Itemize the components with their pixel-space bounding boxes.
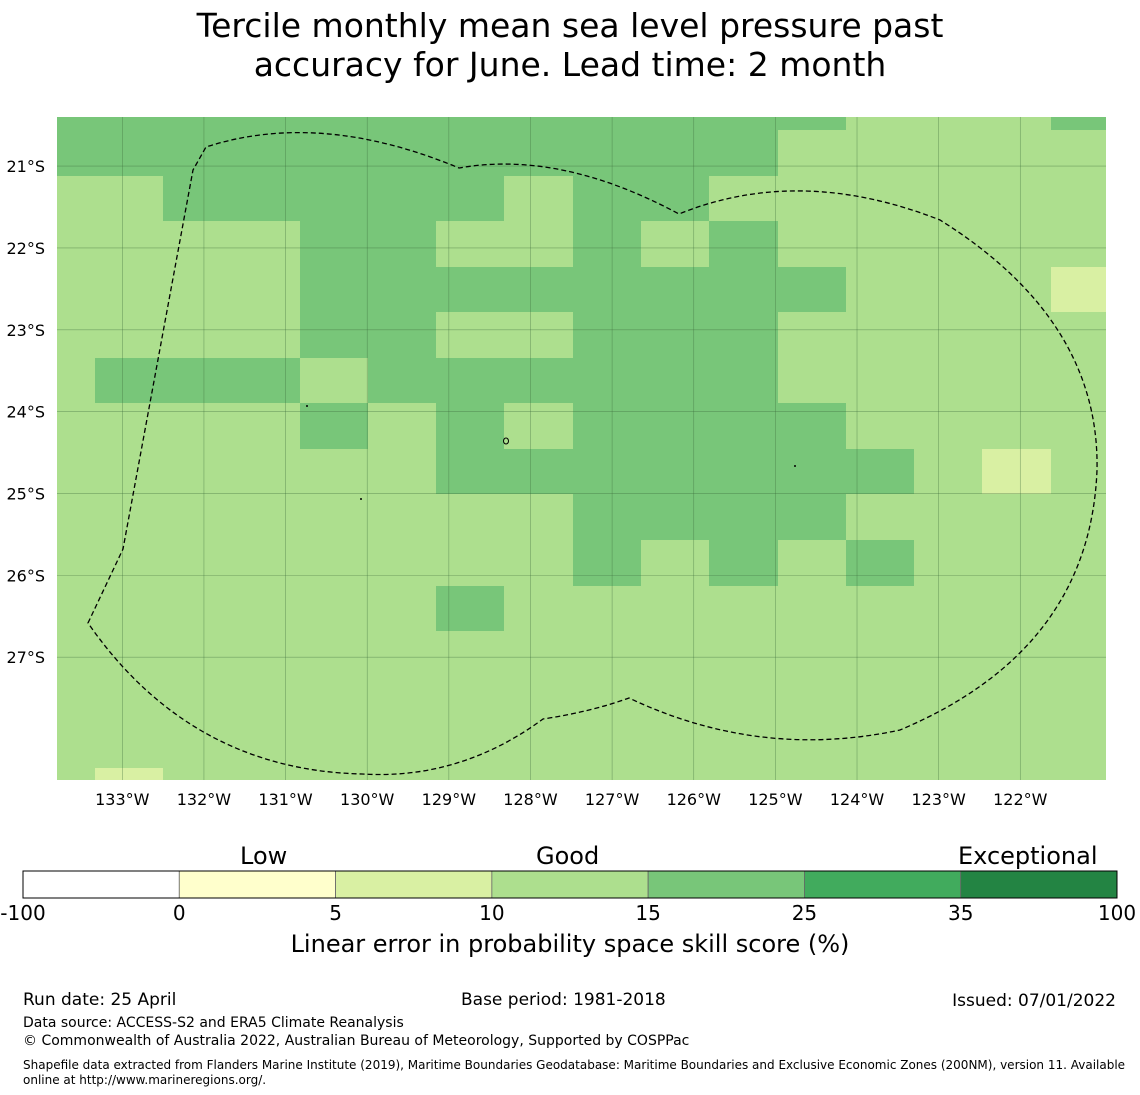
longitude-label: 131°W xyxy=(258,790,313,809)
colorbar-tick-label: 0 xyxy=(173,901,186,925)
skill-cell xyxy=(778,117,846,130)
colorbar-segment xyxy=(22,870,180,899)
issued-date: Issued: 07/01/2022 xyxy=(952,991,1116,1011)
skill-cell xyxy=(709,540,778,586)
skill-cell xyxy=(573,312,778,358)
latitude-label: 24°S xyxy=(6,403,45,422)
island-mark xyxy=(360,498,362,500)
skill-cell xyxy=(436,586,504,631)
run-date: Run date: 25 April xyxy=(23,990,177,1010)
island-mark xyxy=(503,437,509,445)
longitude-label: 133°W xyxy=(95,790,150,809)
colorbar-segment xyxy=(960,870,1118,899)
skill-cell xyxy=(982,449,1051,494)
longitude-label: 130°W xyxy=(340,790,395,809)
skill-cell xyxy=(846,540,914,586)
colorbar-tick-label: 100 xyxy=(1098,901,1136,925)
skill-cell xyxy=(436,403,504,449)
skill-cell xyxy=(57,117,778,176)
latitude-label: 25°S xyxy=(6,485,45,504)
colorbar-segment xyxy=(335,870,493,899)
longitude-label: 123°W xyxy=(911,790,966,809)
eez-boundary xyxy=(87,131,1098,776)
colorbar-segment xyxy=(804,870,962,899)
skill-cell xyxy=(436,449,914,494)
skill-cell xyxy=(300,403,368,449)
latitude-label: 26°S xyxy=(6,566,45,585)
longitude-label: 129°W xyxy=(422,790,477,809)
skill-cell xyxy=(573,494,846,540)
colorbar-frame xyxy=(22,870,1118,899)
skill-cell xyxy=(1051,267,1106,312)
colorbar-segment xyxy=(491,870,649,899)
title-line-1: Tercile monthly mean sea level pressure … xyxy=(196,6,944,45)
island-mark xyxy=(794,465,796,467)
islands xyxy=(306,405,796,500)
colorbar: -100 0 5 10 15 25 35 100 xyxy=(0,870,1136,925)
base-period: Base period: 1981-2018 xyxy=(461,990,666,1010)
longitude-label: 127°W xyxy=(585,790,640,809)
latitude-label: 23°S xyxy=(6,321,45,340)
skill-cell xyxy=(300,267,846,312)
longitude-labels: 133°W 132°W 131°W 130°W 129°W 128°W 127°W 126°W… xyxy=(95,790,1048,809)
colorbar-category-low: Low xyxy=(240,842,288,870)
colorbar-tick-label: 35 xyxy=(948,901,973,925)
colorbar-tick-label: 5 xyxy=(329,901,342,925)
map: 21°S22°S23°S24°S25°S26°S27°S 133°W 132°W 1… xyxy=(6,117,1106,809)
longitude-label: 124°W xyxy=(830,790,885,809)
colorbar-tick-label: -100 xyxy=(0,901,45,925)
data-source: Data source: ACCESS-S2 and ERA5 Climate … xyxy=(23,1015,404,1031)
skill-cell xyxy=(1051,117,1106,130)
skill-cell xyxy=(709,221,778,267)
chart-title: Tercile monthly mean sea level pressure … xyxy=(0,6,1140,84)
skill-cell xyxy=(573,540,641,586)
latitude-label: 27°S xyxy=(6,648,45,667)
longitude-label: 126°W xyxy=(667,790,722,809)
colorbar-segment xyxy=(647,870,805,899)
skill-cell xyxy=(573,403,846,449)
colorbar-category-good: Good xyxy=(536,842,600,870)
longitude-label: 128°W xyxy=(503,790,558,809)
skill-cell xyxy=(573,221,641,267)
island-mark xyxy=(306,405,308,407)
skill-cell xyxy=(95,768,163,780)
title-line-2: accuracy for June. Lead time: 2 month xyxy=(253,45,887,84)
latitude-label: 21°S xyxy=(6,157,45,176)
longitude-label: 132°W xyxy=(177,790,232,809)
skill-cell xyxy=(163,176,504,221)
colorbar-tick-label: 25 xyxy=(792,901,817,925)
skill-cell xyxy=(95,358,300,403)
latitude-label: 22°S xyxy=(6,239,45,258)
latitude-labels: 21°S 22°S 23°S 24°S 25°S 26°S 27°S xyxy=(6,157,45,667)
longitude-label: 125°W xyxy=(748,790,803,809)
graticule xyxy=(57,117,1106,780)
copyright: © Commonwealth of Australia 2022, Austra… xyxy=(23,1033,690,1049)
skill-cell xyxy=(300,312,436,358)
colorbar-tick-label: 15 xyxy=(635,901,660,925)
skill-cell xyxy=(573,176,709,221)
skill-grid-cells xyxy=(57,117,1106,780)
skill-cell xyxy=(300,221,436,267)
colorbar-category-exceptional: Exceptional xyxy=(958,842,1098,870)
colorbar-label: Linear error in probability space skill … xyxy=(290,930,850,958)
colorbar-segment xyxy=(178,870,336,899)
colorbar-tick-label: 10 xyxy=(479,901,504,925)
longitude-label: 122°W xyxy=(993,790,1048,809)
shapefile-credit: Shapefile data extracted from Flanders M… xyxy=(23,1058,1126,1087)
skill-cell xyxy=(368,358,778,403)
